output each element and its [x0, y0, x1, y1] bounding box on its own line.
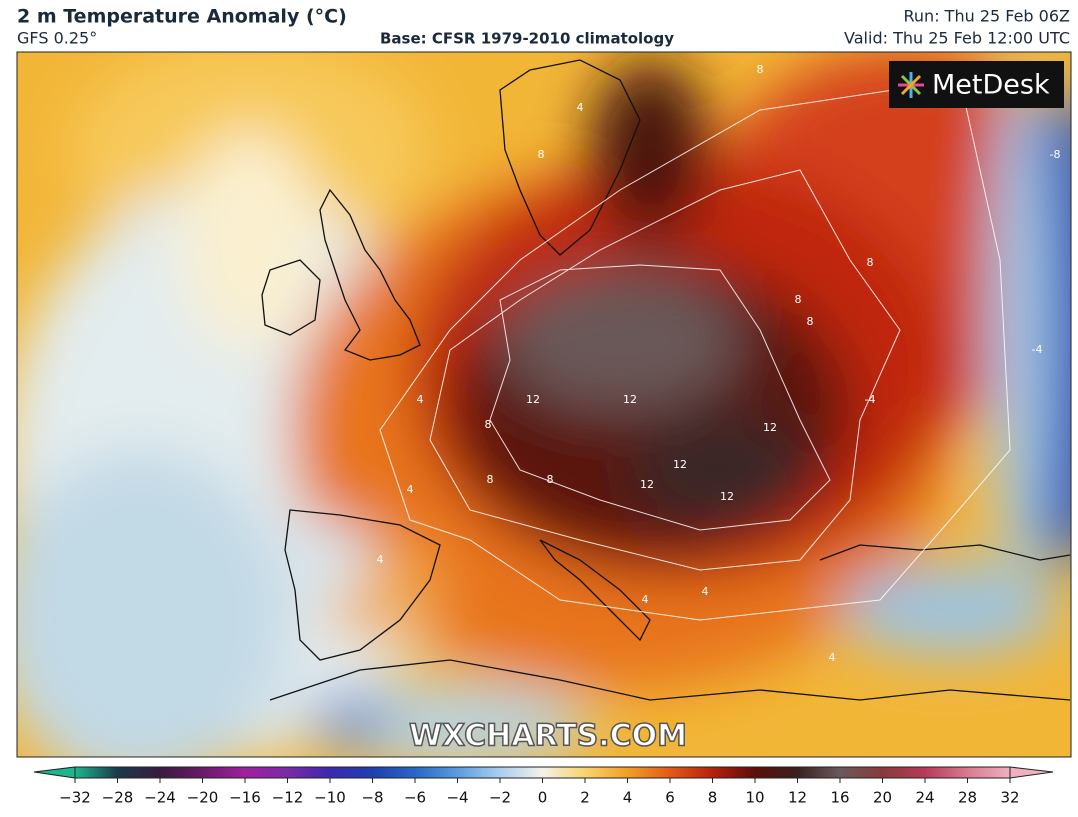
- logo: MetDesk: [889, 61, 1064, 108]
- colorbar-tick-label: 0: [538, 789, 548, 807]
- colorbar-tick-label: −10: [314, 789, 346, 807]
- contour-label: 12: [763, 421, 777, 434]
- watermark: WXCHARTS.COM: [409, 719, 687, 754]
- contour-label: 4: [577, 101, 584, 114]
- logo-text: MetDesk: [932, 70, 1050, 101]
- colorbar-tick-label: −28: [102, 789, 134, 807]
- colorbar: −32 −28 −24 −20 −16 −12 −10 −8 −6 −4 −2 0 2 4 6 8 10 12 16…: [33, 766, 1054, 807]
- colorbar-tick-label: −32: [59, 789, 91, 807]
- colorbar-max-arrow: [1009, 766, 1054, 779]
- contour-label: 12: [623, 393, 637, 406]
- colorbar-tick-label: 6: [665, 789, 675, 807]
- contour-label: 12: [673, 458, 687, 471]
- contour-label: 8: [867, 256, 874, 269]
- colorbar-tick-label: 2: [580, 789, 590, 807]
- contour-label: 8: [757, 63, 764, 76]
- colorbar-tick-label: −24: [144, 789, 176, 807]
- contour-label: 4: [829, 651, 836, 664]
- contour-lines: [379, 79, 1011, 621]
- contour-label: 4: [377, 553, 384, 566]
- contour-label: -8: [1050, 148, 1061, 161]
- colorbar-tick-label: 8: [708, 789, 718, 807]
- colorbar-tick-label: −6: [404, 789, 426, 807]
- colorbar-tick-label: −8: [361, 789, 383, 807]
- colorbar-tick-label: 28: [958, 789, 977, 807]
- contour-label: 4: [702, 585, 709, 598]
- map-frame: [16, 51, 1072, 758]
- colorbar-tick-label: −16: [229, 789, 261, 807]
- contour-label: 8: [487, 473, 494, 486]
- anomaly-field: [290, 520, 370, 600]
- contour-label: 4: [407, 483, 414, 496]
- contour-label: 12: [526, 393, 540, 406]
- run: Run: Thu 25 Feb 06Z: [904, 7, 1071, 26]
- colorbar-tick-label: 10: [745, 789, 764, 807]
- contour-label: 8: [485, 418, 492, 431]
- contour-label: -4: [1032, 343, 1043, 356]
- colorbar-tick-label: 12: [788, 789, 807, 807]
- anomaly-field: [500, 270, 740, 410]
- model: GFS 0.25°: [17, 29, 97, 48]
- valid: Valid: Thu 25 Feb 12:00 UTC: [844, 29, 1070, 48]
- contour-label: 4: [417, 393, 424, 406]
- contour-label: 12: [720, 490, 734, 503]
- colorbar-min-arrow: [33, 766, 76, 779]
- colorbar-tick-label: 24: [915, 789, 934, 807]
- anomaly-field: [310, 700, 390, 740]
- contour-label: 8: [795, 293, 802, 306]
- colorbar-tick-label: −12: [272, 789, 304, 807]
- colorbar-tick-label: −2: [489, 789, 511, 807]
- contour-label: 8: [547, 473, 554, 486]
- anomaly-field: [180, 130, 320, 350]
- anomaly-field: [17, 450, 290, 757]
- contour-label: 12: [640, 478, 654, 491]
- anomaly-field: [630, 410, 810, 530]
- colorbar-scale: [74, 766, 1011, 779]
- base: Base: CFSR 1979-2010 climatology: [380, 30, 674, 48]
- contour-label: 8: [807, 315, 814, 328]
- colorbar-tick-label: −4: [446, 789, 468, 807]
- anomaly-field: [840, 565, 1060, 655]
- contour-label: 8: [538, 148, 545, 161]
- colorbar-tick-label: 16: [830, 789, 849, 807]
- title: 2 m Temperature Anomaly (°C): [17, 6, 347, 28]
- colorbar-tick-label: 32: [1000, 789, 1019, 807]
- colorbar-tick-label: 4: [623, 789, 633, 807]
- contour-label: -4: [865, 393, 876, 406]
- colorbar-tick-label: 20: [873, 789, 892, 807]
- anomaly-field: [990, 70, 1050, 590]
- contour-label: 4: [642, 593, 649, 606]
- anomaly-field: [310, 685, 590, 757]
- colorbar-tick-label: −20: [187, 789, 219, 807]
- anomaly-field: [590, 60, 710, 240]
